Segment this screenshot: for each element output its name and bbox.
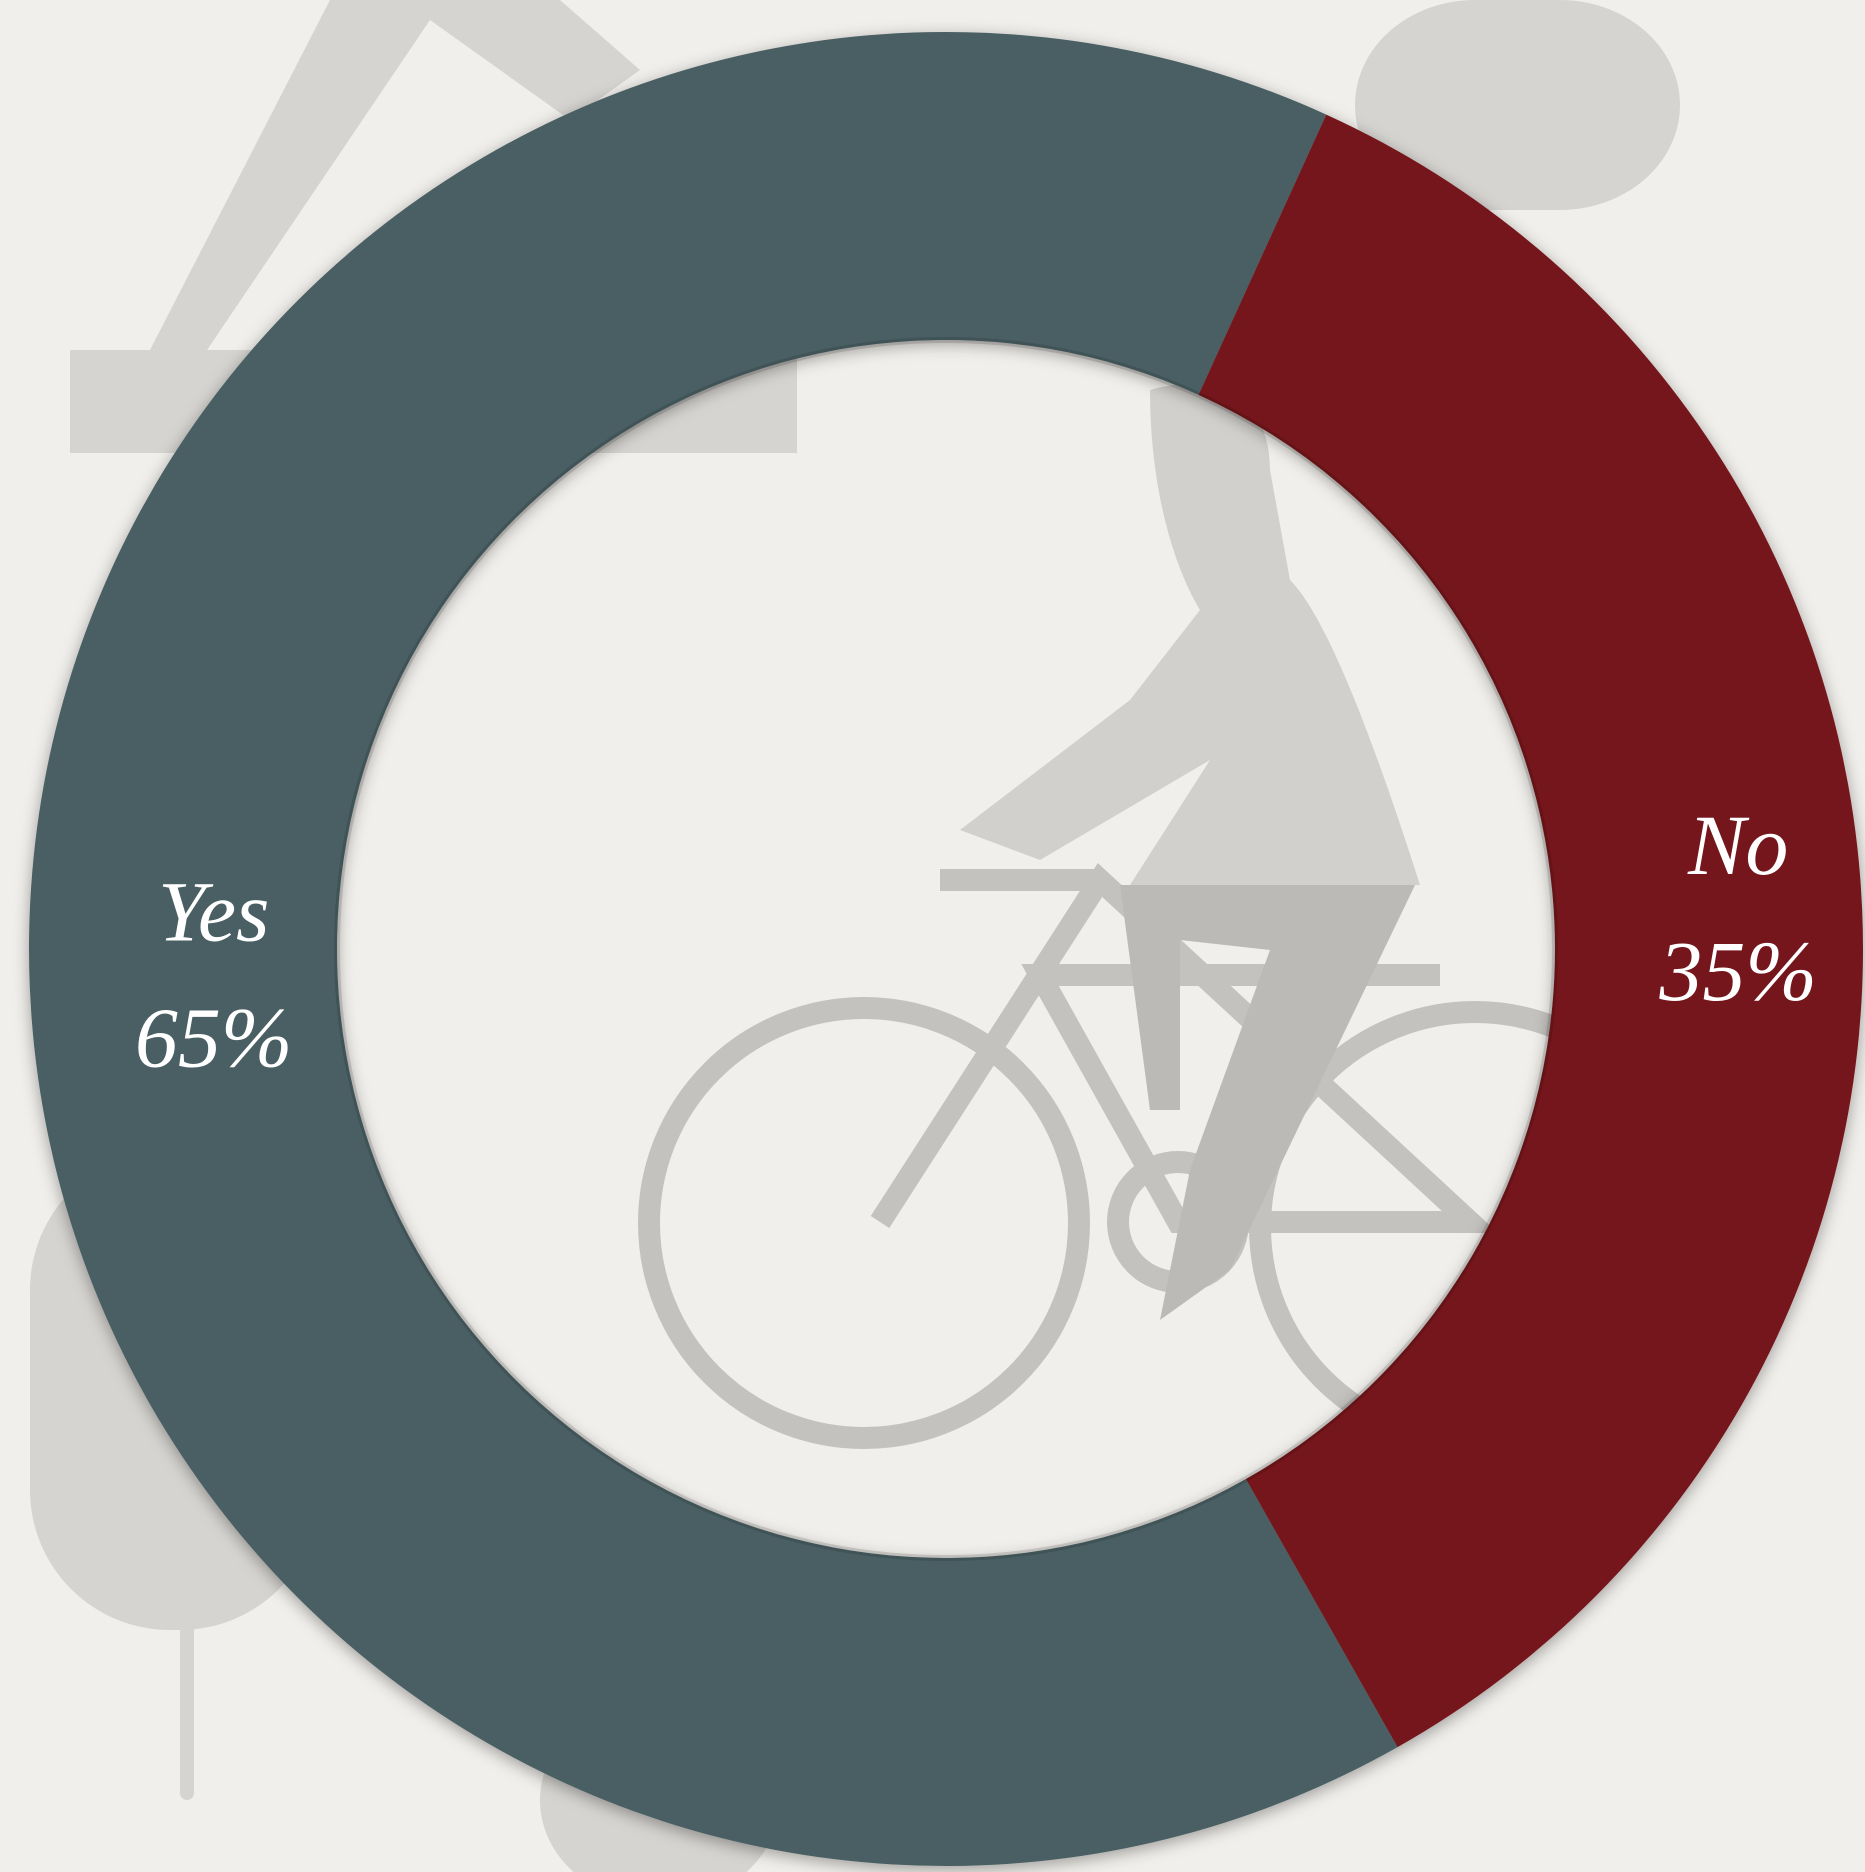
value-label: 65% — [135, 990, 293, 1086]
value-label: 35% — [1658, 923, 1817, 1019]
chart: Yes 65% No 35% — [0, 0, 1865, 1872]
category-label: No — [1687, 797, 1788, 893]
category-label: Yes — [158, 864, 270, 960]
